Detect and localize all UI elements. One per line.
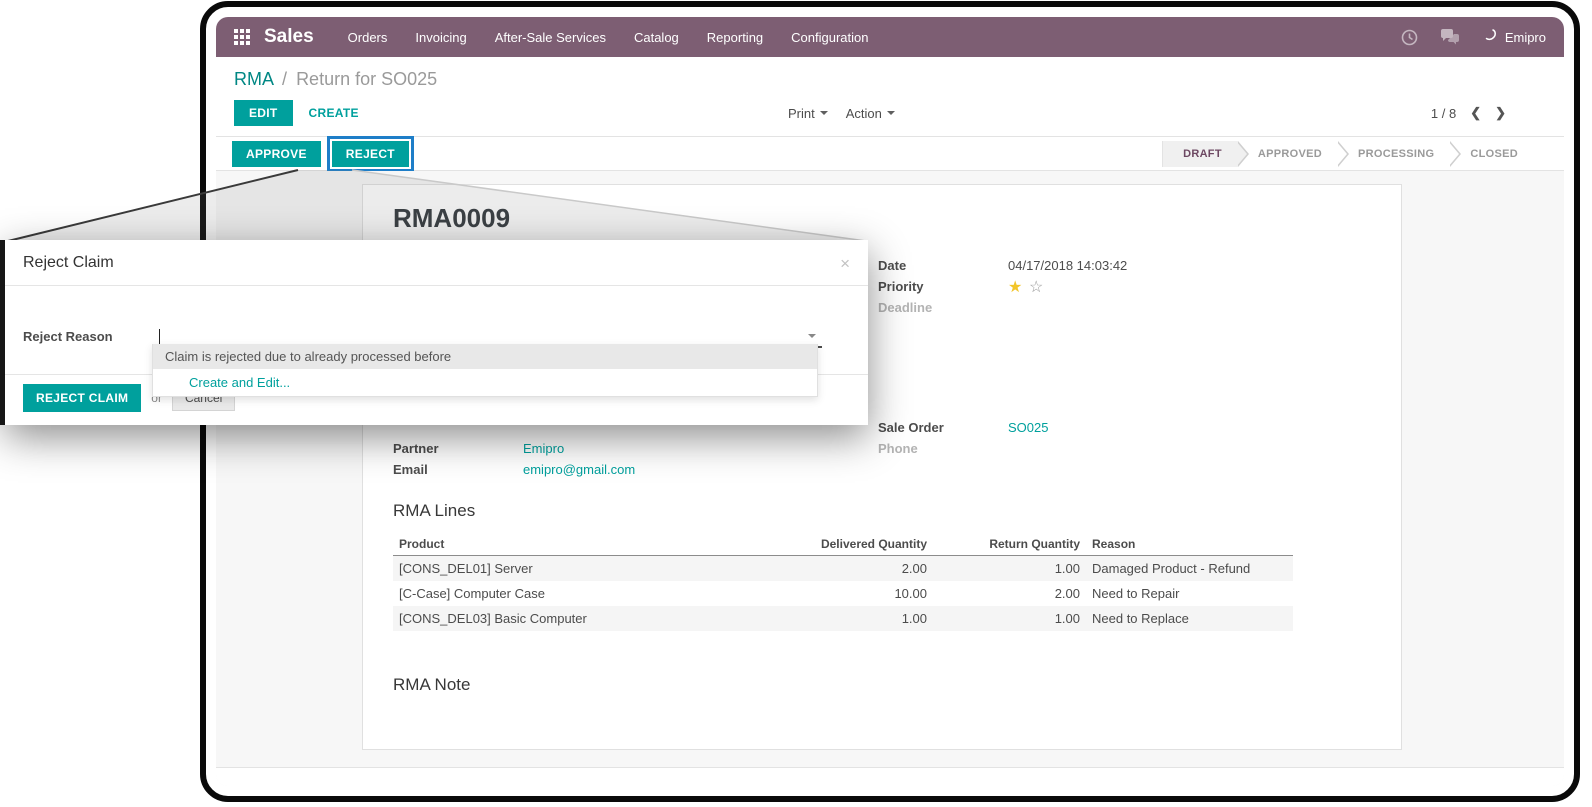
breadcrumb-parent[interactable]: RMA (234, 69, 274, 89)
caret-down-icon (886, 111, 895, 115)
reject-claim-button[interactable]: REJECT CLAIM (23, 384, 142, 412)
column-header-return[interactable]: Return Quantity (933, 533, 1086, 556)
breadcrumb-current: Return for SO025 (296, 69, 438, 89)
edit-button[interactable]: EDIT (234, 100, 293, 126)
table-row[interactable]: [CONS_DEL01] Server 2.00 1.00 Damaged Pr… (393, 555, 1293, 581)
rma-lines-table: Product Delivered Quantity Return Quanti… (393, 533, 1293, 631)
caret-down-icon (808, 334, 816, 338)
sale-order-link[interactable]: SO025 (1008, 420, 1049, 435)
action-dropdown[interactable]: Action (846, 106, 895, 121)
date-label: Date (878, 258, 907, 273)
menu-catalog[interactable]: Catalog (633, 29, 679, 45)
menu-reporting[interactable]: Reporting (706, 29, 764, 45)
phone-label: Phone (878, 441, 918, 456)
column-header-reason[interactable]: Reason (1086, 533, 1293, 556)
control-panel-buttons: EDIT CREATE Print Action 1 / 8 ❮ ❯ (234, 100, 1546, 126)
action-dropdowns: Print Action (788, 106, 895, 121)
create-button[interactable]: CREATE (308, 106, 359, 120)
menu-orders[interactable]: Orders (347, 29, 388, 45)
cell-product: [CONS_DEL01] Server (399, 561, 533, 576)
cell-delivered: 2.00 (901, 561, 927, 576)
field-group-order: Sale Order SO025 Phone (878, 417, 1048, 459)
navbar-right: Emipro (1401, 28, 1546, 46)
close-icon[interactable]: × (840, 253, 850, 273)
email-link[interactable]: emipro@gmail.com (523, 462, 636, 477)
cell-reason: Need to Repair (1092, 586, 1180, 601)
odoo-app: Sales Orders Invoicing After-Sale Servic… (216, 17, 1564, 786)
cell-returned: 1.00 (1054, 561, 1080, 576)
partner-link[interactable]: Emipro (523, 441, 565, 456)
statusbar: APPROVE REJECT DRAFT APPROVED PROCESSING… (216, 135, 1564, 172)
pager-next-icon[interactable]: ❯ (1495, 105, 1506, 120)
star-empty-icon[interactable]: ☆ (1028, 278, 1044, 296)
avatar-icon (1485, 29, 1496, 41)
table-row[interactable]: [C-Case] Computer Case 10.00 2.00 Need t… (393, 581, 1293, 606)
approve-button[interactable]: APPROVE (232, 140, 321, 167)
top-navbar: Sales Orders Invoicing After-Sale Servic… (216, 17, 1564, 57)
column-header-delivered[interactable]: Delivered Quantity (762, 533, 933, 556)
menu-configuration[interactable]: Configuration (791, 29, 869, 45)
reject-reason-label: Reject Reason (23, 329, 113, 344)
control-panel: RMA / Return for SO025 EDIT CREATE Print… (216, 57, 1564, 136)
rma-lines-section-title: RMA Lines (393, 501, 476, 520)
rma-note-section-title: RMA Note (393, 675, 471, 694)
cell-reason: Need to Replace (1092, 611, 1189, 626)
pager-previous-icon[interactable]: ❮ (1470, 105, 1482, 120)
column-header-product[interactable]: Product (393, 533, 762, 556)
email-label: Email (393, 462, 428, 477)
cell-returned: 2.00 (1054, 586, 1080, 601)
status-step-approved[interactable]: APPROVED (1237, 140, 1350, 167)
reject-claim-modal: Reject Claim × Reject Reason Claim is re… (0, 240, 868, 425)
breadcrumb: RMA / Return for SO025 (234, 69, 1546, 90)
menu-after-sale-services[interactable]: After-Sale Services (494, 29, 606, 45)
apps-grid-icon[interactable] (234, 29, 250, 45)
cell-delivered: 1.00 (901, 611, 927, 626)
chatter-footer: ✓ Following 1 0 (216, 767, 1564, 786)
caret-down-icon (819, 111, 828, 115)
print-dropdown[interactable]: Print (788, 106, 828, 121)
table-row[interactable]: [CONS_DEL03] Basic Computer 1.00 1.00 Ne… (393, 606, 1293, 631)
activities-clock-icon[interactable] (1401, 29, 1418, 46)
status-pipeline: DRAFT APPROVED PROCESSING CLOSED (1162, 140, 1548, 167)
star-filled-icon[interactable]: ★ (1008, 278, 1023, 296)
cell-product: [C-Case] Computer Case (399, 586, 545, 601)
cell-reason: Damaged Product - Refund (1092, 561, 1251, 576)
field-group-partner: Partner Emipro Email emipro@gmail.com (393, 438, 635, 480)
partner-label: Partner (393, 441, 439, 456)
priority-label: Priority (878, 279, 924, 294)
app-window: Sales Orders Invoicing After-Sale Servic… (200, 1, 1580, 802)
field-group-dates: Date 04/17/2018 14:03:42 Priority ★ ☆ De… (878, 255, 1127, 318)
breadcrumb-separator: / (282, 69, 288, 89)
text-cursor (159, 329, 160, 344)
sale-order-label: Sale Order (878, 420, 944, 435)
user-menu[interactable]: Emipro (1482, 28, 1546, 46)
date-value: 04/17/2018 14:03:42 (1008, 258, 1128, 273)
annotation-highlight-box: REJECT (326, 135, 414, 172)
main-menu: Orders Invoicing After-Sale Services Cat… (348, 30, 869, 45)
table-header-row: Product Delivered Quantity Return Quanti… (393, 533, 1293, 556)
cell-product: [CONS_DEL03] Basic Computer (399, 611, 587, 626)
modal-title: Reject Claim (23, 254, 114, 271)
dropdown-option[interactable]: Claim is rejected due to already process… (153, 344, 817, 369)
user-name: Emipro (1504, 29, 1546, 45)
record-title: RMA0009 (393, 203, 511, 233)
pager: 1 / 8 ❮ ❯ (1431, 105, 1546, 121)
reject-button[interactable]: REJECT (331, 140, 409, 167)
modal-header: Reject Claim × (5, 240, 868, 286)
app-brand[interactable]: Sales (264, 26, 314, 47)
deadline-label: Deadline (878, 300, 933, 315)
form-view-container: RMA0009 Date 04/17/2018 14:03:42 Priorit… (216, 171, 1564, 786)
reject-reason-dropdown: Claim is rejected due to already process… (152, 344, 818, 397)
messages-chat-icon[interactable] (1440, 29, 1460, 45)
cell-delivered: 10.00 (894, 586, 927, 601)
status-step-processing[interactable]: PROCESSING (1338, 140, 1462, 167)
pager-value: 1 / 8 (1430, 105, 1457, 121)
menu-invoicing[interactable]: Invoicing (415, 29, 467, 45)
status-step-draft[interactable]: DRAFT (1162, 140, 1249, 167)
or-separator: or (151, 391, 162, 405)
status-step-closed[interactable]: CLOSED (1450, 140, 1534, 167)
cell-returned: 1.00 (1054, 611, 1080, 626)
dropdown-create-and-edit[interactable]: Create and Edit... (189, 375, 291, 390)
